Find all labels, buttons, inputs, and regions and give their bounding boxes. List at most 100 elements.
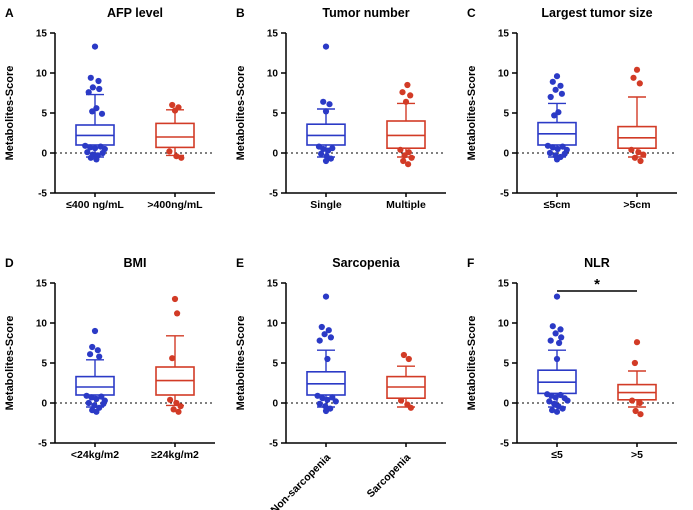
data-point bbox=[398, 397, 405, 404]
data-point bbox=[100, 400, 107, 407]
group-label: Multiple bbox=[386, 199, 426, 211]
data-point bbox=[94, 347, 101, 354]
data-point bbox=[83, 392, 90, 399]
y-tick-label: 15 bbox=[36, 279, 48, 290]
data-point bbox=[552, 86, 559, 93]
data-point bbox=[400, 157, 407, 165]
y-tick-label: 5 bbox=[272, 109, 278, 120]
panel-title: NLR bbox=[584, 256, 610, 270]
panel-A: A AFP level Metabolites-Score -5 0 5 10 15 ≤4… bbox=[0, 0, 231, 250]
data-point bbox=[633, 66, 641, 73]
data-point bbox=[93, 395, 100, 403]
panel-F: F NLR Metabolites-Score -5 0 5 10 15 ≤5 >5 * bbox=[462, 250, 693, 510]
data-point bbox=[558, 90, 565, 97]
data-point bbox=[561, 150, 568, 157]
data-point bbox=[557, 391, 564, 399]
y-tick-label: 15 bbox=[267, 279, 279, 290]
panel-title: AFP level bbox=[107, 6, 163, 20]
data-point bbox=[405, 149, 412, 156]
panel-C: C Largest tumor size Metabolites-Score -… bbox=[462, 0, 693, 250]
data-point bbox=[551, 112, 558, 119]
data-point bbox=[557, 326, 564, 333]
y-tick-label: 0 bbox=[41, 399, 47, 410]
data-point bbox=[553, 408, 561, 415]
data-point bbox=[89, 84, 96, 91]
data-point bbox=[637, 411, 644, 418]
y-tick-label: 10 bbox=[36, 69, 48, 80]
data-point bbox=[87, 144, 94, 151]
data-point bbox=[93, 408, 100, 415]
plot-area: -5 0 5 10 15 Single Multiple bbox=[267, 29, 446, 211]
group-label: Non-sarcopenia bbox=[269, 452, 334, 510]
data-point bbox=[564, 397, 571, 404]
data-point bbox=[318, 150, 325, 157]
y-tick-label: 10 bbox=[267, 69, 279, 80]
data-point bbox=[327, 334, 334, 341]
y-tick-label: 15 bbox=[36, 29, 48, 40]
data-point bbox=[553, 355, 561, 363]
data-point bbox=[408, 154, 415, 161]
data-point bbox=[404, 81, 411, 89]
data-point bbox=[169, 101, 176, 109]
data-point bbox=[635, 149, 642, 156]
panel-title: Tumor number bbox=[322, 6, 409, 20]
data-point bbox=[407, 92, 414, 99]
group-label: >5 bbox=[631, 449, 643, 461]
data-point bbox=[555, 109, 562, 116]
data-point bbox=[546, 398, 553, 405]
data-point bbox=[324, 396, 331, 403]
panel-title: Largest tumor size bbox=[541, 6, 652, 20]
panel-D: D BMI Metabolites-Score -5 0 5 10 15 <24kg/m2… bbox=[0, 250, 231, 510]
data-point bbox=[85, 89, 92, 96]
panel-letter: E bbox=[236, 256, 244, 270]
y-tick-label: -5 bbox=[38, 189, 47, 200]
plot-area: -5 0 5 10 15 <24kg/m2 ≥24kg/m2 bbox=[36, 279, 215, 461]
y-tick-label: 0 bbox=[272, 149, 278, 160]
data-point bbox=[322, 108, 330, 115]
data-point bbox=[554, 145, 561, 153]
group-label: Sarcopenia bbox=[365, 452, 414, 501]
data-point bbox=[556, 339, 563, 347]
y-tick-label: -5 bbox=[500, 189, 509, 200]
data-point bbox=[98, 393, 105, 400]
data-point bbox=[91, 43, 99, 50]
data-point bbox=[82, 142, 89, 149]
panel-title: BMI bbox=[124, 256, 147, 270]
data-point bbox=[84, 149, 91, 156]
data-point bbox=[547, 337, 554, 344]
data-point bbox=[316, 337, 323, 344]
data-point bbox=[322, 293, 330, 300]
data-point bbox=[332, 398, 339, 405]
data-point bbox=[546, 149, 554, 157]
data-point bbox=[319, 395, 326, 402]
data-point bbox=[167, 396, 174, 403]
data-point bbox=[633, 339, 641, 346]
data-point bbox=[178, 154, 185, 161]
group-label: ≥24kg/m2 bbox=[151, 449, 199, 461]
y-tick-label: 5 bbox=[503, 109, 509, 120]
boxplot-nlr: F NLR Metabolites-Score -5 0 5 10 15 ≤5 >5 * bbox=[466, 256, 677, 461]
data-point bbox=[549, 144, 556, 151]
data-point bbox=[173, 399, 180, 407]
data-point bbox=[98, 110, 106, 117]
data-point bbox=[91, 327, 99, 335]
data-point bbox=[400, 351, 407, 359]
boxplot-sarcopenia: E Sarcopenia Metabolites-Score -5 0 5 10 15 N… bbox=[235, 256, 446, 510]
data-point bbox=[322, 403, 329, 410]
data-point bbox=[166, 148, 173, 155]
data-point bbox=[553, 293, 561, 300]
data-point bbox=[318, 323, 325, 331]
data-point bbox=[173, 153, 180, 160]
y-tick-label: 15 bbox=[267, 29, 279, 40]
data-point bbox=[325, 327, 332, 334]
box bbox=[75, 375, 115, 396]
group-label: Single bbox=[310, 199, 342, 211]
data-point bbox=[544, 142, 551, 149]
data-point bbox=[321, 331, 328, 338]
significance-star: * bbox=[594, 276, 600, 293]
y-tick-label: 0 bbox=[503, 399, 509, 410]
panel-title: Sarcopenia bbox=[332, 256, 400, 270]
data-point bbox=[89, 343, 96, 351]
data-point bbox=[407, 404, 414, 411]
data-point bbox=[553, 73, 561, 80]
